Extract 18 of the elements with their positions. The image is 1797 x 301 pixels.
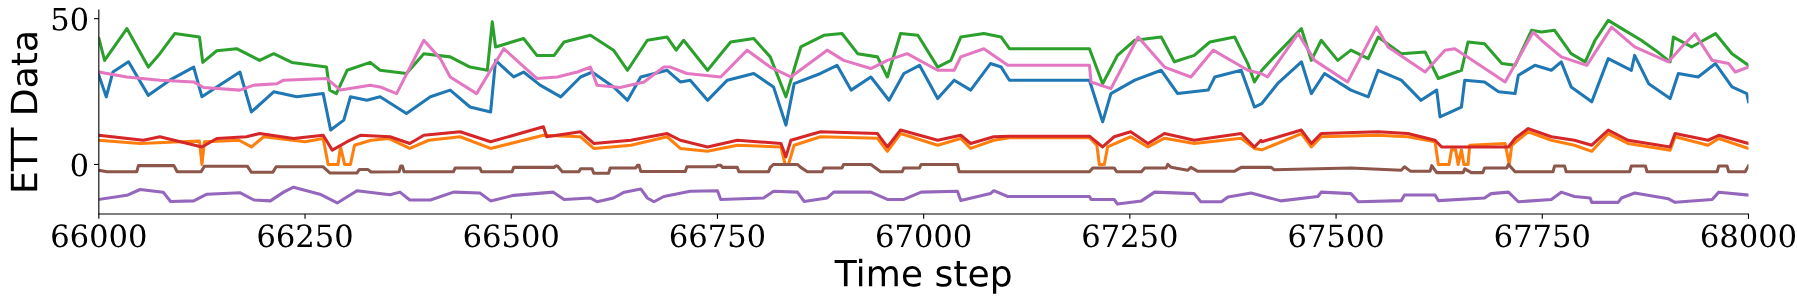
x-tick-label: 66500 (464, 224, 558, 248)
line-series (98, 162, 1749, 175)
y-axis-title: ETT Data (10, 33, 38, 191)
line-series (98, 125, 1749, 159)
y-tick-label: 50 (52, 7, 88, 31)
y-tick-label: 0 (71, 153, 88, 177)
x-tick-label: 67750 (1495, 224, 1589, 248)
x-tick-label: 68000 (1701, 224, 1796, 248)
x-tick-label: 67500 (1289, 224, 1383, 248)
x-tick-label: 67000 (877, 224, 971, 248)
x-tick-label: 66250 (258, 224, 352, 248)
x-tick-label: 66750 (670, 224, 765, 248)
line-series (98, 130, 1749, 166)
x-tick-label: 67250 (1083, 224, 1177, 248)
x-axis-title: Time step (834, 258, 1011, 294)
x-tick-label: 66000 (52, 224, 146, 248)
line-series (98, 185, 1749, 206)
line-series (98, 53, 1749, 132)
